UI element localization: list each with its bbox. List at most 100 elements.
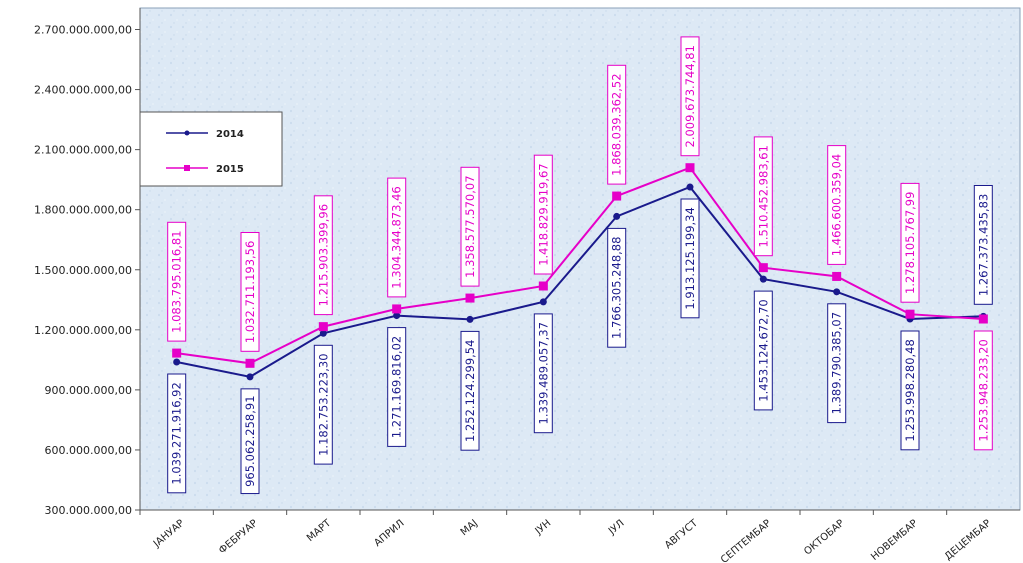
data-label-text: 1.083.795.016,81 xyxy=(170,230,184,332)
data-label-text: 965.062.258,91 xyxy=(243,395,257,486)
y-tick-label: 600.000.000,00 xyxy=(45,444,132,457)
point-2015 xyxy=(832,271,842,281)
data-label-text: 1.039.271.916,92 xyxy=(170,382,184,484)
data-label-box xyxy=(973,330,993,451)
data-label-text: 1.253.998.280,48 xyxy=(903,339,917,441)
data-label-2014: 1.039.271.916,92 xyxy=(167,373,187,494)
data-label-2014: 1.182.753.223,30 xyxy=(313,344,333,465)
data-label-2015: 1.083.795.016,81 xyxy=(167,221,187,342)
data-label-text: 1.358.577.570,07 xyxy=(463,175,477,277)
data-label-box xyxy=(607,64,627,185)
point-2014 xyxy=(319,329,327,337)
y-tick-label: 2.100.000.000,00 xyxy=(34,144,132,157)
point-2015 xyxy=(465,293,475,303)
y-tick-label: 1.200.000.000,00 xyxy=(34,324,132,337)
data-label-2014: 1.453.124.672,70 xyxy=(753,290,773,411)
data-label-text: 1.466.600.359,04 xyxy=(830,154,844,256)
x-tick-label: ЈУЛ xyxy=(606,518,627,538)
data-label-2014: 1.271.169.816,02 xyxy=(387,327,407,447)
y-tick-label: 2.700.000.000,00 xyxy=(34,24,132,37)
y-tick-label: 1.500.000.000,00 xyxy=(34,264,132,277)
x-tick-label: ФЕБРУАР xyxy=(217,518,260,557)
data-label-2014: 1.389.790.385,07 xyxy=(827,303,847,424)
data-label-box xyxy=(240,231,260,352)
data-label-2015: 1.466.600.359,04 xyxy=(827,145,847,265)
data-label-box xyxy=(533,154,553,275)
data-label-box xyxy=(973,184,993,305)
point-2015 xyxy=(978,314,988,324)
data-label-box xyxy=(240,388,260,495)
x-tick-label: ДЕЦЕМБАР xyxy=(943,518,993,563)
point-2014 xyxy=(833,288,841,296)
data-label-box xyxy=(753,136,773,257)
data-label-2014: 1.253.998.280,48 xyxy=(900,330,920,451)
point-2014 xyxy=(393,312,401,320)
point-2014 xyxy=(759,275,767,283)
x-tick-label: АВГУСТ xyxy=(663,517,701,551)
point-2014 xyxy=(246,373,254,381)
data-label-2015: 1.032.711.193,56 xyxy=(240,231,260,352)
legend: 2014 2015 xyxy=(139,111,283,187)
data-label-text: 1.271.169.816,02 xyxy=(390,336,404,438)
data-label-box xyxy=(900,330,920,451)
y-tick-label: 300.000.000,00 xyxy=(45,504,132,517)
y-tick-label: 900.000.000,00 xyxy=(45,384,132,397)
data-label-2014: 1.766.305.248,88 xyxy=(607,227,627,348)
data-label-text: 1.868.039.362,52 xyxy=(610,73,624,175)
point-2015 xyxy=(318,322,328,332)
x-tick-label: АПРИЛ xyxy=(372,518,406,549)
series-line-2014 xyxy=(176,185,984,378)
data-label-2015: 1.418.829.919,67 xyxy=(533,154,553,275)
data-label-2015: 1.278.105.767,99 xyxy=(900,182,920,303)
data-label-text: 1.510.452.983,61 xyxy=(756,145,770,247)
data-label-box xyxy=(313,344,333,465)
x-tick-label: СЕПТЕМБАР xyxy=(719,518,773,563)
data-label-text: 1.766.305.248,88 xyxy=(610,237,624,339)
series-line-2015 xyxy=(176,166,984,365)
data-label-box xyxy=(680,198,700,319)
data-label-box xyxy=(460,330,480,451)
data-label-text: 1.252.124.299,54 xyxy=(463,340,477,442)
point-2015 xyxy=(392,304,402,314)
legend-label-2014: 2014 xyxy=(216,129,244,140)
point-2015 xyxy=(538,281,548,291)
legend-marker-2014 xyxy=(184,130,190,136)
data-label-box xyxy=(607,227,627,348)
data-label-box xyxy=(900,182,920,303)
data-label-2014: 1.339.489.057,37 xyxy=(533,313,553,434)
data-label-text: 2.009.673.744,81 xyxy=(683,45,697,147)
data-label-text: 1.418.829.919,67 xyxy=(536,163,550,265)
point-2014 xyxy=(613,212,621,220)
data-label-text: 1.278.105.767,99 xyxy=(903,192,917,294)
data-label-2014: 1.252.124.299,54 xyxy=(460,330,480,451)
data-label-2014: 1.913.125.199,34 xyxy=(680,198,700,319)
data-label-box xyxy=(753,290,773,411)
data-label-2014: 1.267.373.435,83 xyxy=(973,184,993,305)
data-label-box xyxy=(827,303,847,424)
data-label-2015: 1.868.039.362,52 xyxy=(607,64,627,185)
data-label-box xyxy=(533,313,553,434)
data-label-text: 1.215.903.399,96 xyxy=(316,204,330,306)
y-tick-label: 2.400.000.000,00 xyxy=(34,84,132,97)
data-label-box xyxy=(167,373,187,494)
data-label-text: 1.913.125.199,34 xyxy=(683,207,697,309)
point-2015 xyxy=(172,348,182,358)
legend-marker-2015 xyxy=(184,165,190,171)
point-2015 xyxy=(245,358,255,368)
point-2014 xyxy=(173,358,181,366)
data-label-2015: 1.215.903.399,96 xyxy=(313,195,333,316)
data-label-text: 1.253.948.233,20 xyxy=(976,339,990,441)
legend-label-2015: 2015 xyxy=(216,164,244,175)
point-2014 xyxy=(539,298,547,306)
data-label-box xyxy=(680,36,700,157)
data-label-2015: 1.253.948.233,20 xyxy=(973,330,993,451)
point-2015 xyxy=(905,309,915,319)
data-label-box xyxy=(387,327,407,447)
data-label-box xyxy=(313,195,333,316)
data-label-2015: 2.009.673.744,81 xyxy=(680,36,700,157)
x-tick-label: ЈАНУАР xyxy=(151,518,187,550)
data-label-box xyxy=(167,221,187,342)
x-tick-label: НОВЕМБАР xyxy=(869,518,920,563)
data-label-text: 1.267.373.435,83 xyxy=(976,194,990,296)
